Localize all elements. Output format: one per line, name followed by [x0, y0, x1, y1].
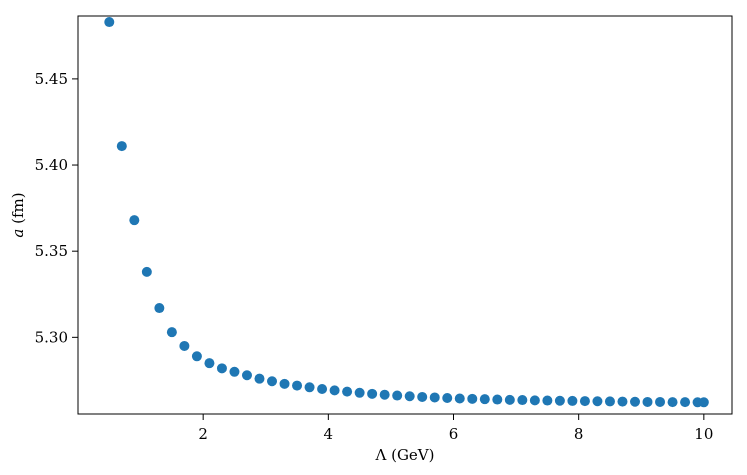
- x-tick-label: 10: [694, 425, 713, 443]
- data-point: [116, 141, 127, 152]
- data-point: [241, 370, 252, 381]
- data-point: [467, 393, 478, 404]
- x-tick-label: 8: [574, 425, 584, 443]
- data-point: [604, 396, 615, 407]
- data-point: [279, 378, 290, 389]
- data-point: [404, 391, 415, 402]
- y-axis-ticks: 5.30 5.35 5.40 5.45: [35, 70, 78, 346]
- y-tick-label: 5.35: [35, 242, 68, 260]
- data-point: [454, 393, 465, 404]
- data-point: [229, 366, 240, 377]
- data-point: [216, 363, 227, 374]
- data-point: [104, 17, 115, 28]
- data-point: [429, 392, 440, 403]
- x-tick-label: 4: [324, 425, 334, 443]
- data-point: [492, 394, 503, 405]
- data-point: [379, 389, 390, 400]
- data-point: [141, 266, 152, 277]
- data-point: [317, 384, 328, 395]
- data-point: [630, 396, 640, 407]
- data-point: [479, 394, 490, 405]
- x-tick-label: 6: [449, 425, 459, 443]
- data-point: [655, 396, 666, 407]
- data-point: [667, 397, 678, 408]
- data-point: [292, 380, 303, 391]
- data-point: [617, 396, 628, 407]
- data-point: [567, 395, 578, 406]
- data-point: [642, 396, 653, 407]
- data-point: [367, 388, 378, 399]
- data-point: [154, 303, 165, 314]
- data-point: [254, 373, 265, 384]
- data-point: [204, 358, 215, 369]
- data-points: [104, 17, 709, 408]
- y-axis-label: a (fm): [9, 192, 27, 237]
- y-axis-label-unit: (fm): [9, 192, 27, 228]
- data-point: [517, 395, 528, 406]
- x-axis-ticks: 2 4 6 8 10: [198, 414, 713, 443]
- y-tick-label: 5.45: [35, 70, 68, 88]
- data-point: [529, 395, 540, 406]
- data-point: [166, 327, 177, 338]
- data-point: [592, 396, 603, 407]
- x-axis-label: Λ (GeV): [375, 446, 435, 464]
- data-point: [417, 391, 428, 402]
- data-point: [329, 385, 340, 396]
- y-tick-label: 5.40: [35, 156, 68, 174]
- data-point: [542, 395, 553, 406]
- data-point: [442, 392, 453, 403]
- x-tick-label: 2: [198, 425, 208, 443]
- data-point: [354, 387, 365, 398]
- data-point: [554, 395, 565, 406]
- data-point: [179, 340, 190, 351]
- y-axis-label-symbol: a: [9, 229, 27, 238]
- data-point: [267, 376, 278, 387]
- data-point: [342, 386, 353, 397]
- y-tick-label: 5.30: [35, 328, 68, 346]
- data-point: [392, 390, 403, 401]
- data-point: [304, 382, 315, 393]
- data-point: [129, 215, 140, 226]
- plot-area: [77, 15, 733, 415]
- data-point: [504, 394, 515, 405]
- data-point: [579, 396, 590, 407]
- data-point: [191, 351, 202, 362]
- data-point: [698, 397, 709, 408]
- data-point: [680, 397, 691, 408]
